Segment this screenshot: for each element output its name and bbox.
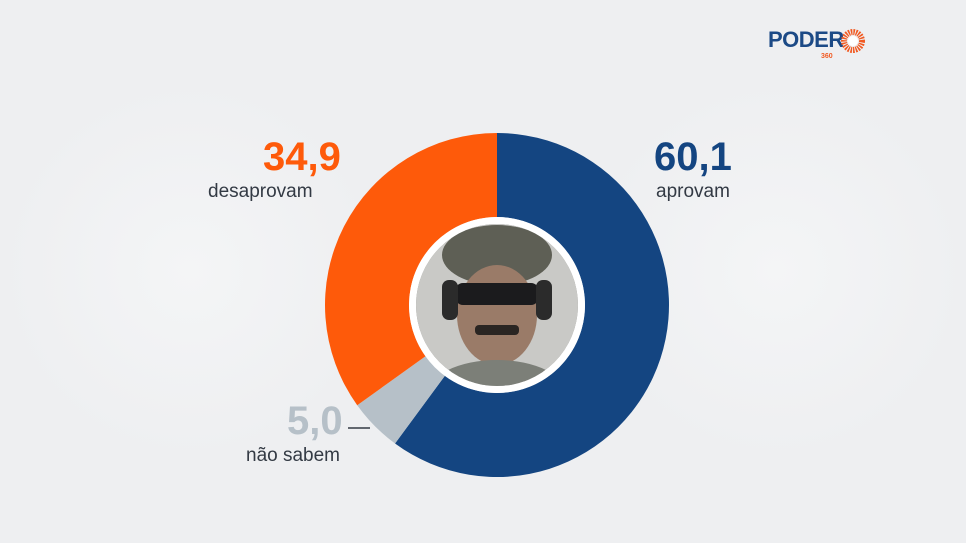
value-nao-sabem: 5,0	[287, 399, 343, 443]
label-aprovam: aprovam	[656, 181, 730, 202]
logo-sub: 360	[821, 53, 833, 60]
logo-text: PODER	[768, 27, 844, 52]
slice-aprovam	[395, 133, 670, 478]
label-nao-sabem: não sabem	[246, 445, 341, 466]
value-aprovam: 60,1	[654, 135, 732, 179]
slice-nao-sabem	[357, 356, 445, 444]
poder360-logo: PODER 360	[768, 29, 868, 69]
label-desaprovam: desaprovam	[208, 181, 313, 202]
value-desaprovam: 34,9	[263, 135, 341, 179]
center-photo	[409, 217, 585, 393]
sun-icon	[841, 29, 865, 53]
background-decoration	[0, 80, 380, 460]
slice-desaprovam	[325, 133, 497, 406]
